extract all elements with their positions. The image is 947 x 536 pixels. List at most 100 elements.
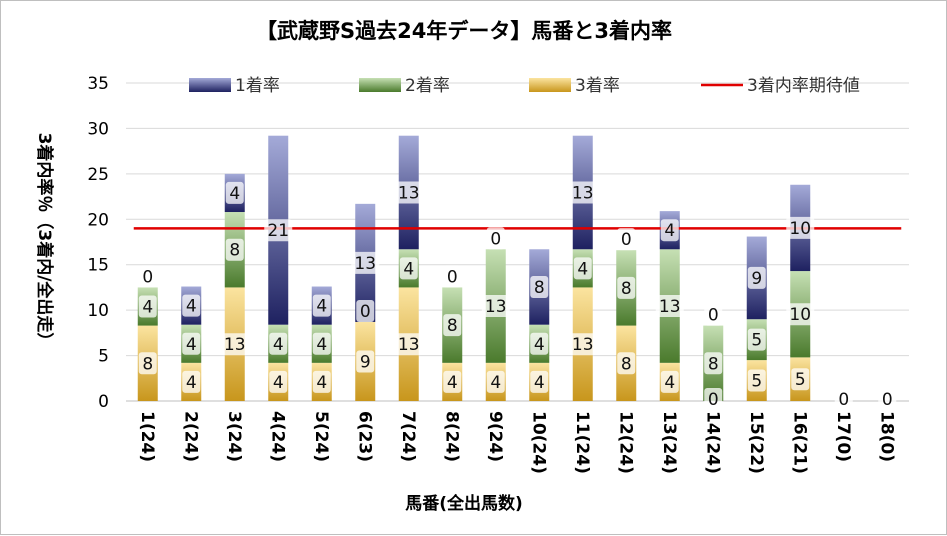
x-tick-label: 7(24) xyxy=(398,411,418,462)
data-label: 0 xyxy=(882,390,893,410)
legend-swatch xyxy=(529,78,571,92)
data-label: 4 xyxy=(534,373,545,393)
data-label-bg xyxy=(834,388,853,410)
data-label-bg xyxy=(704,303,723,326)
data-label: 5 xyxy=(751,331,762,351)
y-axis-label: 3着内率％（3着内/全出走） xyxy=(34,133,55,350)
y-tick-label: 10 xyxy=(87,301,109,321)
legend-label: 2着率 xyxy=(405,76,450,96)
data-label-bg xyxy=(486,370,505,393)
x-tick-label: 6(23) xyxy=(354,411,374,462)
data-label: 9 xyxy=(751,269,762,289)
data-label-bg xyxy=(747,328,766,351)
y-tick-label: 35 xyxy=(87,74,109,94)
x-tick-label: 11(24) xyxy=(572,411,592,474)
x-tick-label: 13(24) xyxy=(659,411,679,474)
data-label-bg xyxy=(269,370,288,393)
data-label-bg xyxy=(530,275,549,298)
data-label-bg xyxy=(312,370,331,393)
data-label-bg xyxy=(312,294,331,317)
data-label: 0 xyxy=(621,230,632,250)
data-label-bg xyxy=(182,332,201,355)
data-label: 4 xyxy=(316,297,327,317)
data-label-bg xyxy=(399,257,418,280)
data-label: 4 xyxy=(273,335,284,355)
data-label: 13 xyxy=(398,335,420,355)
data-label: 4 xyxy=(316,335,327,355)
data-label: 5 xyxy=(751,372,762,392)
data-label-bg xyxy=(443,370,462,393)
data-label-bg xyxy=(617,352,636,375)
data-label-bg xyxy=(791,368,810,391)
grid-layer xyxy=(126,82,909,402)
data-label-bg xyxy=(443,265,462,288)
legend-label: 3着率 xyxy=(575,76,620,96)
data-label: 8 xyxy=(142,354,153,374)
data-label-bg xyxy=(530,370,549,393)
data-label-bg xyxy=(655,295,684,318)
x-tick-label: 2(24) xyxy=(180,411,200,462)
data-label-bg xyxy=(617,276,636,299)
y-tick-label: 15 xyxy=(87,256,109,276)
data-label: 4 xyxy=(186,373,197,393)
y-tick-label: 5 xyxy=(98,347,109,367)
data-label: 8 xyxy=(621,354,632,374)
legend-swatch xyxy=(359,78,401,92)
data-label: 0 xyxy=(490,229,501,249)
x-axis-label: 馬番(全出馬数) xyxy=(405,493,523,514)
x-tick-label: 3(24) xyxy=(224,411,244,462)
data-label: 4 xyxy=(273,373,284,393)
data-label: 4 xyxy=(490,373,501,393)
x-ticks-layer: 1(24) 2(24) 3(24) 4(24) 5(24) 6(23) 7(24) 8(24)… xyxy=(137,411,897,474)
data-label: 4 xyxy=(316,373,327,393)
data-label: 8 xyxy=(229,241,240,261)
data-label-bg xyxy=(568,333,597,356)
data-label: 8 xyxy=(621,279,632,299)
data-label: 4 xyxy=(447,373,458,393)
data-label: 0 xyxy=(708,390,719,410)
x-tick-label: 18(0) xyxy=(876,411,896,462)
data-label-bg xyxy=(356,350,375,373)
data-label-bg xyxy=(138,265,157,288)
data-label: 8 xyxy=(708,354,719,374)
data-label: 4 xyxy=(577,259,588,279)
data-label-bg xyxy=(786,216,815,239)
data-label: 0 xyxy=(708,306,719,326)
x-tick-label: 5(24) xyxy=(311,411,331,462)
data-label: 0 xyxy=(142,267,153,287)
data-label-bg xyxy=(182,294,201,317)
data-label: 8 xyxy=(534,278,545,298)
data-label: 13 xyxy=(572,335,594,355)
data-label-bg xyxy=(617,228,636,251)
data-label: 4 xyxy=(229,184,240,204)
data-label: 10 xyxy=(789,305,811,325)
data-label-bg xyxy=(264,219,293,242)
x-tick-label: 16(21) xyxy=(789,411,809,474)
y-ticks-layer: 0 5 10 15 20 25 30 35 xyxy=(87,74,109,412)
data-label-bg xyxy=(573,257,592,280)
data-label: 13 xyxy=(354,254,376,274)
legend-swatch xyxy=(189,78,231,92)
data-label-bg xyxy=(568,181,597,204)
data-label: 13 xyxy=(224,335,246,355)
data-label-bg xyxy=(394,181,423,204)
data-label-bg xyxy=(786,303,815,326)
data-label-bg xyxy=(704,388,723,410)
x-tick-label: 15(22) xyxy=(746,411,766,474)
x-tick-label: 9(24) xyxy=(485,411,505,462)
data-label: 13 xyxy=(485,297,507,317)
data-label-bg xyxy=(182,370,201,393)
data-label: 5 xyxy=(795,370,806,390)
x-tick-label: 17(0) xyxy=(833,411,853,462)
y-tick-label: 30 xyxy=(87,119,109,139)
data-label: 4 xyxy=(142,298,153,318)
data-label-bg xyxy=(269,332,288,355)
data-label-bg xyxy=(138,352,157,375)
data-label-bg xyxy=(660,370,679,393)
data-label: 0 xyxy=(838,390,849,410)
x-tick-label: 14(24) xyxy=(702,411,722,474)
chart-title: 【武蔵野S過去24年データ】馬番と3着内率 xyxy=(256,19,672,43)
data-label: 10 xyxy=(789,219,811,239)
data-label: 9 xyxy=(360,352,371,372)
